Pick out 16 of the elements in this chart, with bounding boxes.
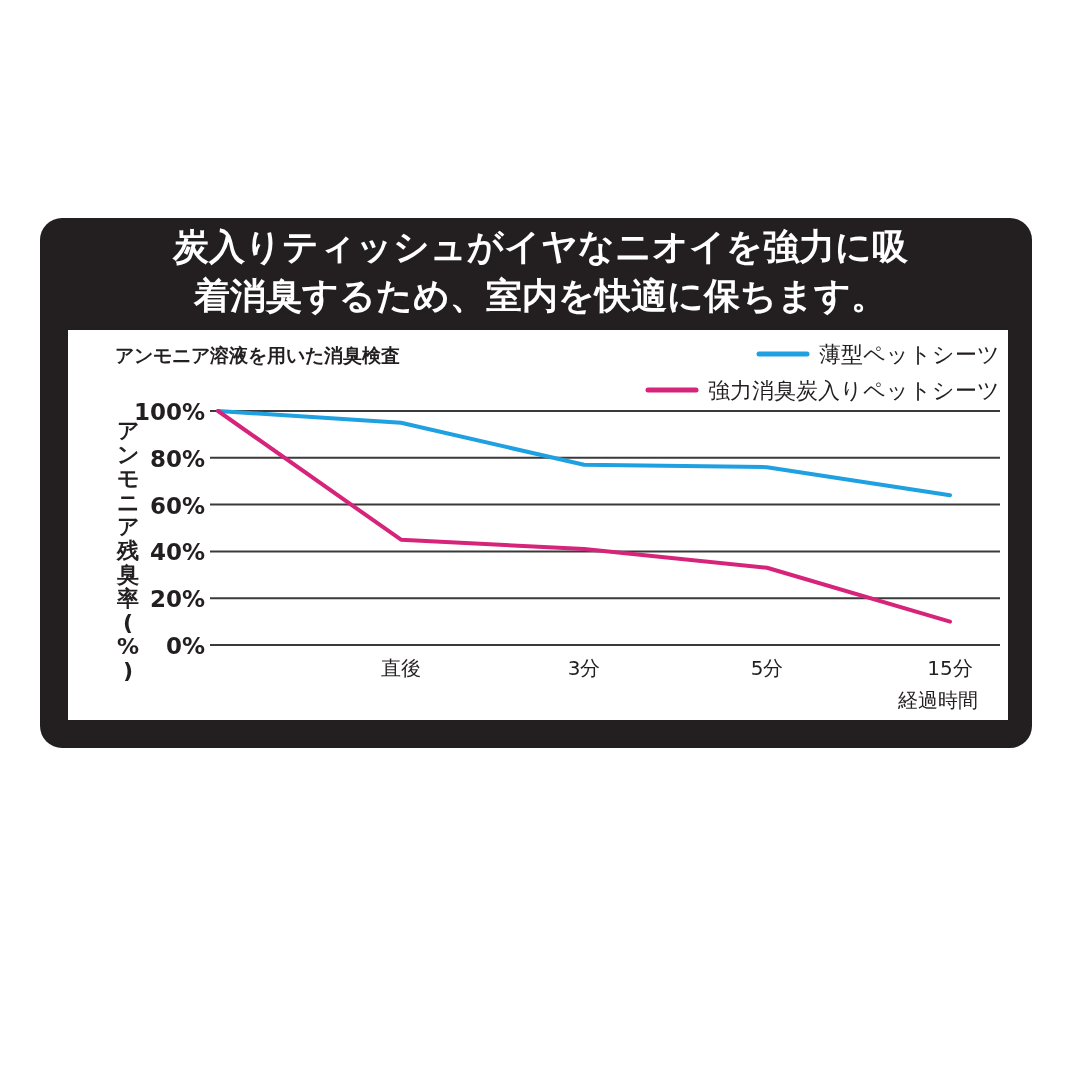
line-series xyxy=(216,409,952,624)
x-tick-label: 直後 xyxy=(381,656,421,680)
x-tick-label: 15分 xyxy=(927,656,973,680)
chart-subtitle: アンモニア溶液を用いた消臭検査 xyxy=(115,344,400,366)
legend-label: 強力消臭炭入りペットシーツ xyxy=(708,378,1000,403)
line-series xyxy=(216,409,952,498)
x-tick-label: 5分 xyxy=(750,656,784,680)
y-tick-label: 40% xyxy=(149,539,205,566)
title: 炭入りティッシュがイヤなニオイを強力に吸着消臭するため、室内を快適に保ちます。 xyxy=(171,225,909,318)
x-tick-label: 3分 xyxy=(567,656,601,680)
y-tick-label: 20% xyxy=(149,586,205,613)
x-axis-title: 経過時間 xyxy=(897,688,978,712)
y-tick-label: 80% xyxy=(149,445,205,472)
y-tick-label: 0% xyxy=(165,633,205,659)
legend-label: 薄型ペットシーツ xyxy=(819,342,1000,367)
y-tick-label: 60% xyxy=(149,492,205,519)
